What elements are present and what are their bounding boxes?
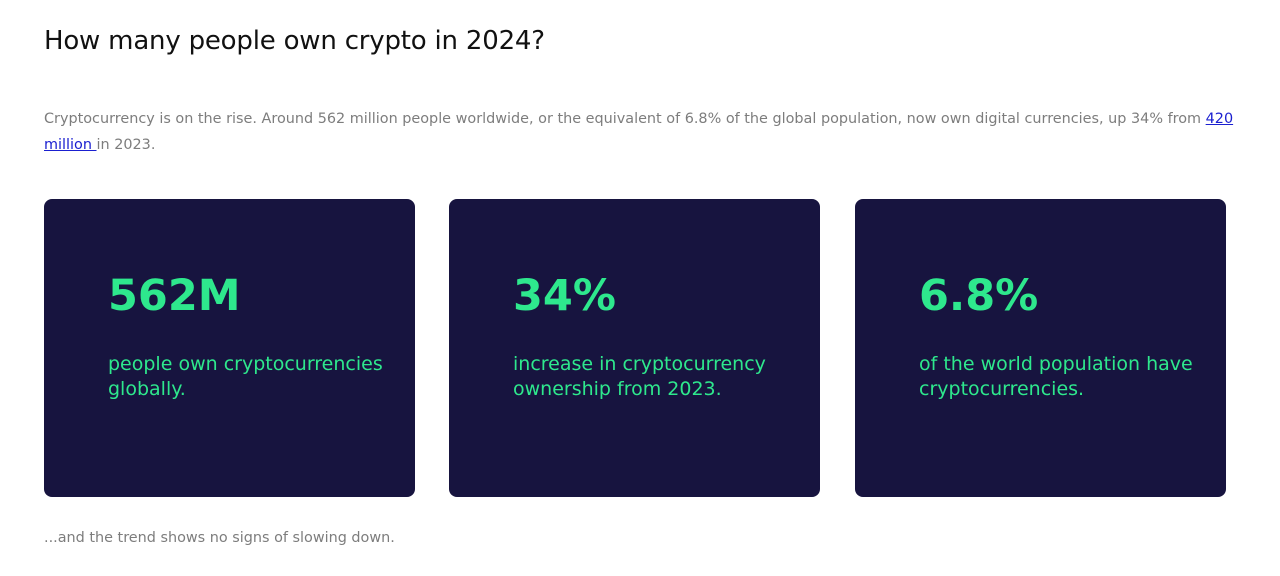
intro-text-start: Cryptocurrency is on the rise. Around 56… — [44, 111, 1206, 127]
intro-text-end: in 2023. — [96, 137, 156, 153]
source-link-420-million[interactable]: 420 million — [44, 111, 1234, 153]
stat-description: people own cryptocurrencies globally. — [108, 353, 383, 400]
stat-value: 34% — [513, 271, 616, 321]
stat-card-growth: 34% increase in cryptocurrency ownership… — [449, 199, 820, 497]
stat-value: 562M — [108, 271, 241, 321]
footnote: ...and the trend shows no signs of slowi… — [44, 530, 395, 546]
stat-card-population-share: 6.8% of the world population have crypto… — [855, 199, 1226, 497]
stat-description: of the world population have cryptocurre… — [919, 353, 1193, 400]
page-title: How many people own crypto in 2024? — [44, 26, 545, 56]
intro-paragraph: Cryptocurrency is on the rise. Around 56… — [44, 106, 1234, 158]
stat-value: 6.8% — [919, 271, 1039, 321]
stat-description: increase in cryptocurrency ownership fro… — [513, 353, 766, 400]
stat-card-owners: 562M people own cryptocurrencies globall… — [44, 199, 415, 497]
